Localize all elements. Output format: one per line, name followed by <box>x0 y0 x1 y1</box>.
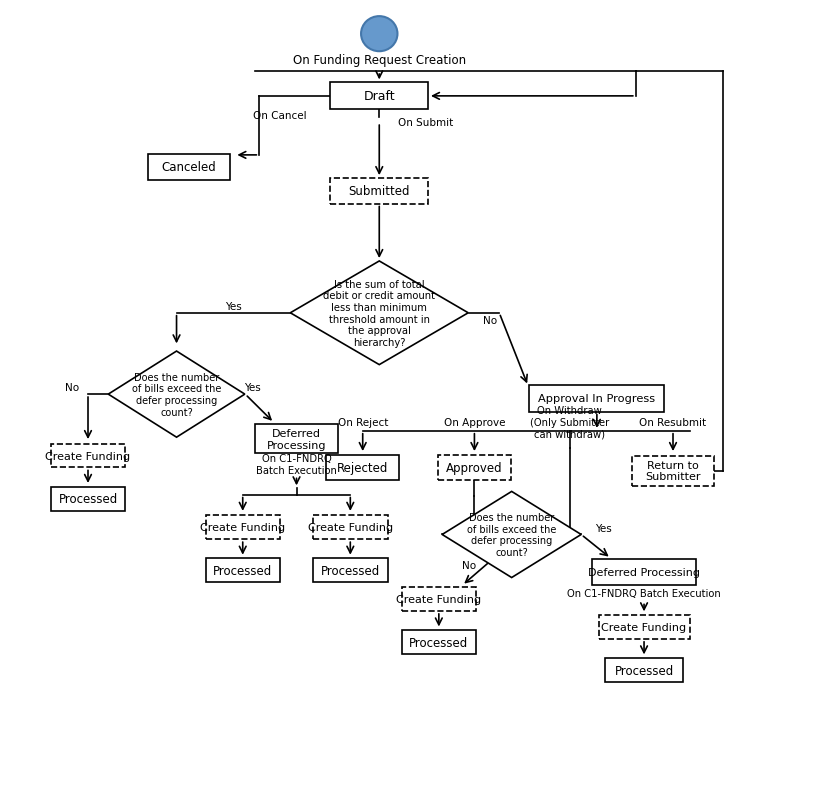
Text: No: No <box>483 315 497 326</box>
Text: Create Funding: Create Funding <box>397 594 481 605</box>
Text: On C1-FNDRQ Batch Execution: On C1-FNDRQ Batch Execution <box>567 589 721 599</box>
FancyBboxPatch shape <box>313 559 387 582</box>
Circle shape <box>361 17 397 52</box>
FancyBboxPatch shape <box>599 615 690 639</box>
Polygon shape <box>108 351 245 438</box>
Text: Draft: Draft <box>363 91 395 103</box>
Text: Create Funding: Create Funding <box>601 622 686 632</box>
Text: Processed: Processed <box>615 664 674 677</box>
FancyBboxPatch shape <box>51 444 125 468</box>
Text: On Submit: On Submit <box>398 118 453 128</box>
Text: Yes: Yes <box>244 383 261 392</box>
Text: Rejected: Rejected <box>337 461 388 475</box>
Text: No: No <box>461 560 476 570</box>
FancyBboxPatch shape <box>402 587 476 611</box>
Text: Submitted: Submitted <box>348 185 410 198</box>
FancyBboxPatch shape <box>438 456 511 480</box>
Text: Approval In Progress: Approval In Progress <box>538 394 656 403</box>
Text: Processed: Processed <box>409 636 468 649</box>
FancyBboxPatch shape <box>402 630 476 654</box>
FancyBboxPatch shape <box>206 516 280 540</box>
Text: Yes: Yes <box>225 302 242 311</box>
Text: Canceled: Canceled <box>162 161 217 174</box>
Text: Return to
Submitter: Return to Submitter <box>646 460 701 482</box>
Text: Processed: Processed <box>213 564 272 577</box>
Text: Processed: Processed <box>321 564 380 577</box>
FancyBboxPatch shape <box>255 425 338 454</box>
Text: Create Funding: Create Funding <box>200 523 285 533</box>
FancyBboxPatch shape <box>631 456 715 486</box>
Text: Create Funding: Create Funding <box>46 451 131 461</box>
Text: On Resubmit: On Resubmit <box>640 418 706 427</box>
FancyBboxPatch shape <box>147 155 231 180</box>
Text: On Reject: On Reject <box>337 418 388 427</box>
FancyBboxPatch shape <box>327 456 399 480</box>
Text: Create Funding: Create Funding <box>307 523 393 533</box>
FancyBboxPatch shape <box>51 487 125 511</box>
Text: Yes: Yes <box>595 524 612 533</box>
FancyBboxPatch shape <box>331 83 428 111</box>
Polygon shape <box>291 261 468 365</box>
Text: Deferred Processing: Deferred Processing <box>588 567 700 577</box>
FancyBboxPatch shape <box>331 179 428 205</box>
Text: On C1-FNDRQ
Batch Execution: On C1-FNDRQ Batch Execution <box>256 454 337 476</box>
Text: Does the number
of bills exceed the
defer processing
count?: Does the number of bills exceed the defe… <box>132 372 222 417</box>
FancyBboxPatch shape <box>605 658 683 683</box>
FancyBboxPatch shape <box>206 559 280 582</box>
Text: No: No <box>65 383 79 392</box>
Text: Approved: Approved <box>446 461 503 475</box>
Text: On Withdraw
(Only Submitter
can withdraw): On Withdraw (Only Submitter can withdraw… <box>530 406 609 439</box>
Text: Deferred
Processing: Deferred Processing <box>267 428 327 450</box>
Text: Processed: Processed <box>58 492 117 505</box>
Text: On Cancel: On Cancel <box>253 111 307 121</box>
Text: Is the sum of total
debit or credit amount
less than minimum
threshold amount in: Is the sum of total debit or credit amou… <box>323 279 436 347</box>
FancyBboxPatch shape <box>313 516 387 540</box>
FancyBboxPatch shape <box>592 560 696 585</box>
Text: Does the number
of bills exceed the
defer processing
count?: Does the number of bills exceed the defe… <box>467 512 556 557</box>
Polygon shape <box>442 492 581 577</box>
FancyBboxPatch shape <box>530 385 665 412</box>
Text: On Funding Request Creation: On Funding Request Creation <box>292 55 466 67</box>
Text: On Approve: On Approve <box>444 418 505 427</box>
